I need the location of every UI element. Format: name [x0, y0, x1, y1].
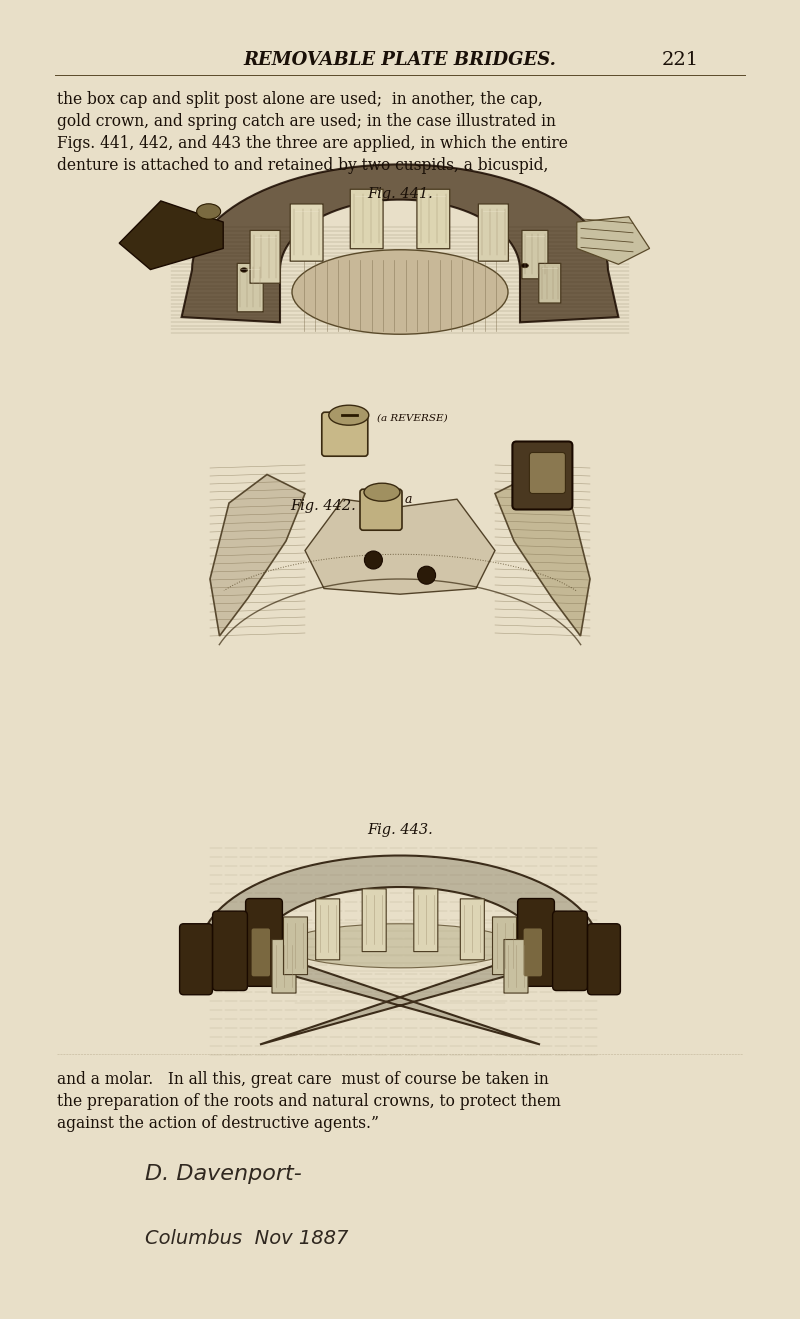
Text: Fig. 441.: Fig. 441. [367, 187, 433, 200]
Text: Fig. 442.: Fig. 442. [290, 499, 356, 513]
Polygon shape [182, 165, 618, 322]
FancyBboxPatch shape [538, 264, 561, 303]
Text: gold crown, and spring catch are used; in the case illustrated in: gold crown, and spring catch are used; i… [57, 113, 556, 131]
FancyBboxPatch shape [530, 452, 566, 493]
FancyBboxPatch shape [246, 898, 282, 987]
Ellipse shape [364, 551, 382, 568]
Polygon shape [210, 475, 305, 636]
Text: D. Davenport-: D. Davenport- [145, 1163, 302, 1184]
FancyBboxPatch shape [362, 889, 386, 951]
FancyBboxPatch shape [250, 231, 280, 284]
Text: REMOVABLE PLATE BRIDGES.: REMOVABLE PLATE BRIDGES. [243, 51, 557, 69]
FancyBboxPatch shape [587, 923, 621, 995]
Text: denture is attached to and retained by two cuspids, a bicuspid,: denture is attached to and retained by t… [57, 157, 548, 174]
Text: against the action of destructive agents.”: against the action of destructive agents… [57, 1115, 379, 1132]
FancyBboxPatch shape [238, 264, 263, 311]
FancyBboxPatch shape [512, 442, 573, 509]
Ellipse shape [292, 249, 508, 334]
FancyBboxPatch shape [290, 204, 323, 261]
Ellipse shape [364, 483, 400, 501]
FancyBboxPatch shape [322, 413, 368, 456]
Polygon shape [200, 856, 600, 1045]
Ellipse shape [197, 203, 221, 219]
FancyBboxPatch shape [272, 939, 296, 993]
Ellipse shape [285, 923, 515, 968]
Text: a: a [405, 493, 413, 505]
FancyBboxPatch shape [504, 939, 528, 993]
Text: the box cap and split post alone are used;  in another, the cap,: the box cap and split post alone are use… [57, 91, 542, 108]
FancyBboxPatch shape [524, 929, 542, 976]
Ellipse shape [418, 566, 436, 584]
FancyBboxPatch shape [251, 929, 270, 976]
Ellipse shape [522, 264, 528, 268]
Text: and a molar.   In all this, great care  must of course be taken in: and a molar. In all this, great care mus… [57, 1071, 549, 1088]
Text: the preparation of the roots and natural crowns, to protect them: the preparation of the roots and natural… [57, 1093, 561, 1111]
Text: (a REVERSE): (a REVERSE) [377, 414, 447, 422]
FancyBboxPatch shape [493, 917, 517, 975]
Ellipse shape [329, 405, 369, 425]
FancyBboxPatch shape [179, 923, 212, 995]
FancyBboxPatch shape [478, 204, 508, 261]
Text: Columbus  Nov 1887: Columbus Nov 1887 [145, 1229, 348, 1248]
FancyBboxPatch shape [518, 898, 554, 987]
Polygon shape [495, 475, 590, 636]
Ellipse shape [240, 268, 248, 272]
FancyBboxPatch shape [553, 911, 587, 991]
FancyBboxPatch shape [417, 189, 450, 249]
FancyBboxPatch shape [316, 898, 340, 960]
FancyBboxPatch shape [360, 489, 402, 530]
FancyBboxPatch shape [414, 889, 438, 951]
FancyBboxPatch shape [522, 231, 548, 278]
Polygon shape [305, 499, 495, 594]
FancyBboxPatch shape [283, 917, 307, 975]
FancyBboxPatch shape [213, 911, 247, 991]
Text: Figs. 441, 442, and 443 the three are applied, in which the entire: Figs. 441, 442, and 443 the three are ap… [57, 135, 568, 152]
FancyBboxPatch shape [350, 189, 383, 249]
Text: Fig. 443.: Fig. 443. [367, 823, 433, 838]
Polygon shape [119, 200, 223, 269]
FancyBboxPatch shape [460, 898, 484, 960]
Polygon shape [577, 216, 650, 264]
Text: 221: 221 [662, 51, 698, 69]
